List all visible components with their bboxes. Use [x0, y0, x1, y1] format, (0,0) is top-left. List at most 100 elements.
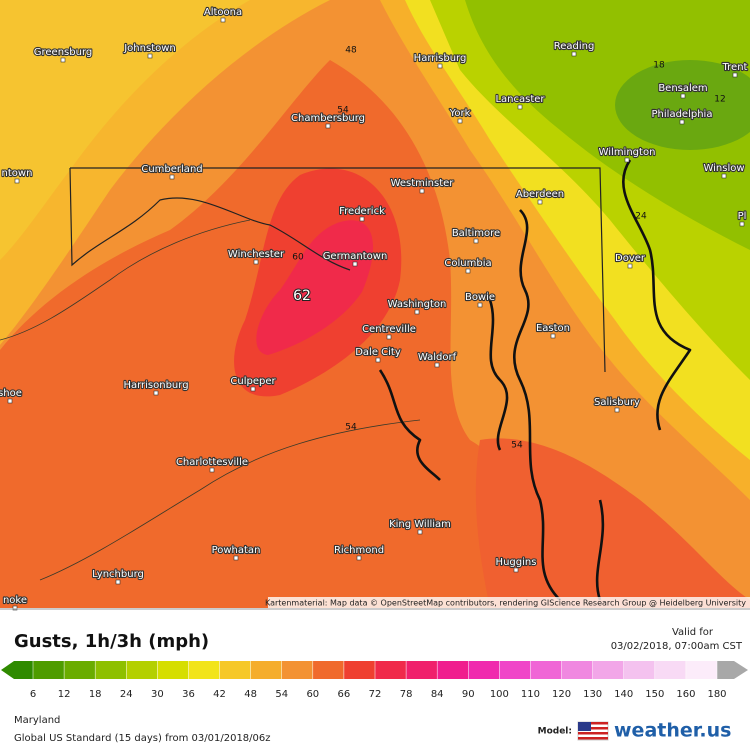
state-border — [69, 167, 351, 271]
city-dot — [627, 263, 633, 269]
contour-label: 60 — [292, 253, 304, 263]
contour-label: 62 — [293, 288, 311, 304]
colorbar-segment — [188, 661, 220, 679]
county-border — [0, 219, 421, 581]
city-dot — [680, 93, 686, 99]
city-label: Waldorf — [418, 352, 457, 363]
city-dot — [473, 238, 479, 244]
city-label: Aberdeen — [516, 189, 564, 200]
colorbar-segment — [126, 661, 158, 679]
city-dot — [419, 188, 425, 194]
colorbar-label: 12 — [58, 689, 71, 700]
contour-label: 48 — [345, 46, 357, 56]
attribution: Kartenmaterial: Map data © OpenStreetMap… — [265, 599, 746, 608]
state-border — [70, 167, 606, 373]
city-dot — [513, 567, 519, 573]
colorbar-segment — [95, 661, 127, 679]
colorbar-label: 54 — [275, 689, 288, 700]
city-dot — [250, 386, 256, 392]
colorbar-label: 6 — [30, 689, 36, 700]
city-label: Winslow — [703, 163, 744, 174]
band-62 — [256, 220, 374, 355]
city-label: Columbia — [444, 258, 491, 269]
city-label: Bensalem — [658, 83, 707, 94]
legend-title: Gusts, 1h/3h (mph) — [14, 631, 209, 652]
city-label: Dale City — [355, 347, 401, 358]
colorbar-label: 140 — [614, 689, 633, 700]
cities: Altoona Greensburg Johnstown Harrisburg Read… — [0, 6, 749, 611]
city-dot — [477, 302, 483, 308]
city-label: Salisbury — [594, 397, 640, 408]
colorbar-segment — [219, 661, 251, 679]
contour-label: 54 — [511, 441, 523, 451]
valid-time: 03/02/2018, 07:00am CST — [611, 641, 743, 652]
city-label: Chambersburg — [291, 113, 365, 124]
city-label: Lynchburg — [92, 569, 144, 580]
city-label: Greensburg — [34, 47, 92, 58]
city-label: Germantown — [323, 251, 388, 262]
city-dot — [537, 199, 543, 205]
band-12 — [615, 60, 750, 150]
city-label: Baltimore — [452, 228, 500, 239]
colorbar-label: 60 — [306, 689, 319, 700]
city-dot — [614, 407, 620, 413]
colorbar-label: 160 — [676, 689, 695, 700]
city-dot — [169, 174, 175, 180]
colorbar-segment — [406, 661, 438, 679]
colorbar-label: 18 — [89, 689, 102, 700]
city-dot — [721, 173, 727, 179]
city-dot — [457, 118, 463, 124]
city-label: Lancaster — [495, 94, 545, 105]
colorbar-label: 30 — [151, 689, 164, 700]
city-dot — [437, 63, 443, 69]
city-label: Wilmington — [599, 147, 656, 158]
colorbar-label: 90 — [462, 689, 475, 700]
city-dot — [624, 157, 630, 163]
colorbar-label: 78 — [400, 689, 413, 700]
contour-label: 24 — [635, 212, 647, 222]
colorbar: 6 12 18 24 30 36 42 48 54 60 66 72 78 84 90 100 110 120 13… — [1, 661, 748, 700]
city-label: Johnstown — [123, 43, 176, 54]
city-label: Charlottesville — [176, 457, 248, 468]
city-label: Frederick — [339, 206, 385, 217]
city-label: Harrisonburg — [123, 380, 188, 391]
colorbar-segment — [375, 661, 407, 679]
colorbar-segment — [685, 661, 717, 679]
city-dot — [325, 123, 331, 129]
colorbar-segment — [592, 661, 624, 679]
colorbar-segment — [437, 661, 469, 679]
colorbar-segment — [561, 661, 593, 679]
city-label: ntown — [2, 168, 33, 179]
city-dot — [679, 119, 685, 125]
city-label: Pl — [738, 211, 747, 222]
colorbar-segment — [157, 661, 189, 679]
band-36 — [0, 0, 250, 260]
city-dot — [233, 555, 239, 561]
colorbar-label: 120 — [552, 689, 571, 700]
city-dot — [414, 309, 420, 315]
colorbar-label: 110 — [521, 689, 540, 700]
city-label: Culpeper — [230, 376, 276, 387]
contour-labels: 48 54 60 62 54 54 18 12 24 — [292, 46, 726, 451]
brand: weather.us — [614, 720, 731, 742]
coastline — [595, 159, 692, 601]
colorbar-segment — [33, 661, 65, 679]
city-label: Winchester — [228, 249, 285, 260]
colorbar-label: 42 — [213, 689, 226, 700]
city-dot — [220, 17, 226, 23]
contour-label: 12 — [714, 95, 725, 105]
colorbar-label: 100 — [490, 689, 509, 700]
city-dot — [434, 362, 440, 368]
colorbar-segment — [281, 661, 313, 679]
city-label: Centreville — [362, 324, 416, 335]
city-dot — [465, 268, 471, 274]
city-dot — [12, 605, 18, 611]
city-dot — [732, 72, 738, 78]
colorbar-segment — [64, 661, 96, 679]
city-label: Altoona — [204, 7, 242, 18]
colorbar-segment — [468, 661, 500, 679]
city-dot — [356, 555, 362, 561]
city-label: Washington — [388, 299, 447, 310]
city-label: Westminster — [391, 178, 455, 189]
city-dot — [7, 398, 13, 404]
